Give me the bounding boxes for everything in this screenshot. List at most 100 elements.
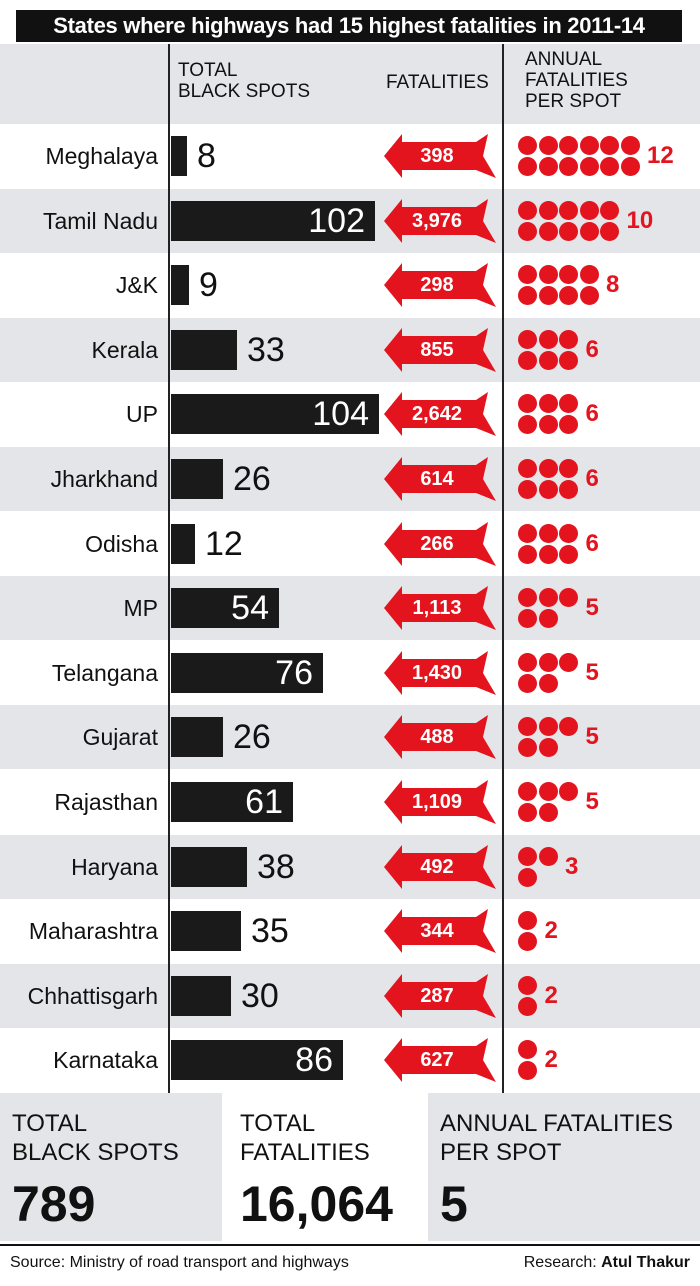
fatality-dot bbox=[538, 415, 558, 435]
fatality-dot bbox=[518, 200, 537, 220]
fatality-dot bbox=[538, 609, 558, 629]
fatality-dot bbox=[538, 652, 558, 672]
state-label: J&K bbox=[115, 272, 158, 299]
fatality-dot bbox=[559, 329, 578, 349]
fatalities-value: 344 bbox=[420, 920, 454, 943]
fatality-dot bbox=[559, 523, 578, 543]
fatality-dot bbox=[538, 329, 558, 349]
state-label: Chhattisgarh bbox=[27, 982, 158, 1009]
fatalities-arrow-shape bbox=[384, 198, 496, 243]
table-row: Maharashtra 35 344 2 bbox=[0, 899, 700, 964]
black-spots-value: 8 bbox=[197, 137, 216, 175]
fatality-dot bbox=[579, 157, 599, 176]
per-spot-value: 6 bbox=[585, 400, 599, 428]
research-name: Atul Thakur bbox=[601, 1254, 690, 1271]
fatality-dot bbox=[538, 200, 558, 220]
fatalities-header: FATALITIES bbox=[386, 72, 489, 93]
state-label: Haryana bbox=[71, 853, 158, 880]
fatality-dot bbox=[559, 652, 578, 672]
fatalities-value: 266 bbox=[420, 532, 454, 555]
fatality-dot bbox=[518, 544, 537, 564]
fatality-dot bbox=[518, 932, 537, 952]
fatality-dot bbox=[518, 136, 537, 155]
black-spots-bar bbox=[171, 975, 231, 1016]
fatalities-arrow-shape bbox=[384, 715, 496, 760]
fatality-dot bbox=[518, 394, 537, 414]
fatality-dot bbox=[518, 609, 537, 629]
per-spot-value: 2 bbox=[544, 981, 558, 1009]
per-spot-value: 10 bbox=[626, 206, 654, 234]
fatality-dot bbox=[538, 157, 558, 176]
fatality-dot bbox=[538, 480, 558, 499]
state-label: Jharkhand bbox=[50, 466, 158, 492]
fatalities-arrow-shape bbox=[384, 586, 496, 631]
fatalities-arrow-shape bbox=[384, 844, 496, 889]
fatality-dot bbox=[538, 803, 558, 822]
fatality-dot bbox=[518, 221, 537, 241]
fatalities-arrow-shape bbox=[384, 780, 496, 824]
black-spots-value: 104 bbox=[312, 395, 369, 434]
fatalities-arrow-shape bbox=[384, 909, 496, 954]
fatality-dot bbox=[538, 846, 558, 866]
fatality-dot bbox=[518, 911, 537, 931]
black-spots-value: 12 bbox=[205, 524, 243, 563]
fatality-dot bbox=[579, 221, 599, 241]
fatalities-arrow-icon bbox=[384, 909, 496, 954]
state-label: Telangana bbox=[51, 659, 158, 686]
black-spots-value: 26 bbox=[233, 718, 271, 757]
fatality-dot bbox=[559, 459, 578, 478]
state-label: Meghalaya bbox=[45, 143, 158, 169]
fatality-dot bbox=[518, 480, 537, 499]
fatality-dot bbox=[559, 286, 578, 306]
table-row: Tamil Nadu 102 3,976 10 bbox=[0, 188, 700, 253]
fatality-dot bbox=[518, 996, 537, 1016]
fatality-dot bbox=[518, 738, 537, 758]
fatality-dot bbox=[518, 673, 537, 693]
fatality-dot bbox=[518, 1040, 537, 1060]
fatality-dot bbox=[518, 652, 537, 672]
fatalities-arrow-icon bbox=[384, 263, 496, 308]
table-row: Odisha 12 266 6 bbox=[0, 511, 700, 576]
per-spot-value: 6 bbox=[585, 465, 599, 492]
fatality-dot bbox=[538, 221, 558, 241]
fatalities-arrow-icon bbox=[384, 780, 496, 824]
black-spots-value: 54 bbox=[231, 589, 269, 628]
fatality-dot bbox=[559, 350, 578, 370]
table-row: Telangana 76 1,430 5 bbox=[0, 640, 700, 705]
state-label: Odisha bbox=[85, 530, 158, 557]
black-spots-bar bbox=[171, 652, 323, 693]
fatalities-arrow-shape bbox=[384, 521, 496, 566]
fatalities-arrow-icon bbox=[384, 521, 496, 566]
fatality-dot bbox=[559, 480, 578, 499]
per-spot-value: 6 bbox=[585, 529, 599, 557]
fatalities-value: 398 bbox=[420, 145, 454, 167]
right-divider bbox=[502, 44, 504, 1093]
black-spots-bar bbox=[171, 717, 223, 758]
fatality-dot bbox=[538, 717, 558, 737]
total-fatalities-box: TOTAL FATALITIES 16,064 bbox=[228, 1093, 422, 1241]
fatalities-arrow-icon bbox=[384, 844, 496, 889]
table-row: UP 104 2,642 6 bbox=[0, 382, 700, 447]
fatalities-value: 492 bbox=[420, 855, 454, 878]
fatalities-arrow-shape bbox=[384, 327, 496, 372]
black-spots-value: 30 bbox=[241, 976, 279, 1015]
fatality-dot bbox=[559, 265, 578, 285]
fatalities-value: 1,109 bbox=[411, 791, 463, 813]
fatalities-value: 2,642 bbox=[411, 403, 463, 426]
fatality-dot bbox=[579, 136, 599, 155]
per-spot-header-line2: FATALITIES bbox=[525, 70, 628, 91]
table-row: Rajasthan 61 1,109 5 bbox=[0, 770, 700, 834]
black-spots-bar bbox=[171, 911, 241, 952]
fatalities-arrow-icon bbox=[384, 457, 496, 501]
fatality-dot bbox=[538, 394, 558, 414]
per-spot-value: 5 bbox=[585, 594, 599, 622]
state-label: MP bbox=[123, 595, 159, 622]
black-spots-bar bbox=[171, 523, 195, 564]
black-spots-bar bbox=[171, 846, 247, 887]
fatality-dot bbox=[518, 329, 537, 349]
fatalities-arrow-icon bbox=[384, 1038, 496, 1083]
table-row: Kerala 33 855 6 bbox=[0, 317, 700, 382]
state-label: Maharashtra bbox=[28, 918, 158, 945]
per-spot-header-line1: ANNUAL bbox=[525, 49, 603, 70]
fatality-dot bbox=[518, 459, 537, 478]
